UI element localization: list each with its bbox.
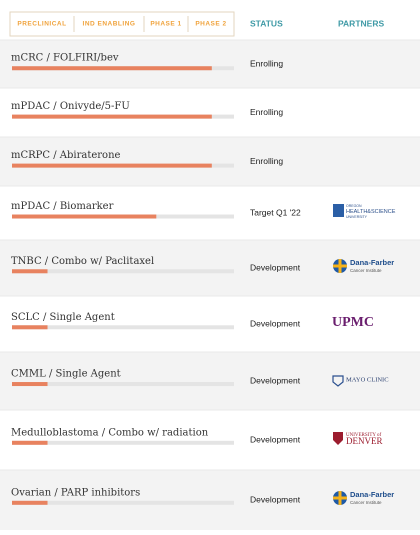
program-name: mCRPC / Abiraterone <box>11 150 121 161</box>
partner-name: OREGON <box>346 204 362 208</box>
row-background <box>0 40 420 88</box>
partner-name: Dana-Farber <box>350 490 394 499</box>
partner-name: UNIVERSITY of <box>346 433 382 438</box>
status: Development <box>250 262 301 272</box>
row-background <box>0 352 420 410</box>
row-background <box>0 137 420 186</box>
progress-track <box>12 440 234 445</box>
partners-header: PARTNERS <box>338 18 384 28</box>
progress-track <box>12 382 234 387</box>
logo-icon <box>333 432 343 445</box>
progress-bar <box>12 214 157 219</box>
progress-track <box>12 269 234 274</box>
partner-sub: Cancer Institute <box>350 268 382 273</box>
status: Development <box>250 494 301 504</box>
status-header: STATUS <box>250 18 283 28</box>
progress-bar <box>12 382 48 387</box>
progress-bar <box>12 440 48 445</box>
phase-tab: IND ENABLING <box>83 21 136 28</box>
partner-name: UNIVERSITY <box>346 215 368 219</box>
logo-icon <box>333 259 347 273</box>
status: Development <box>250 318 301 328</box>
progress-bar <box>12 269 48 274</box>
logo-icon <box>333 204 344 217</box>
partner-name: HEALTH&SCIENCE <box>346 209 396 215</box>
progress-bar <box>12 163 212 168</box>
phase-header-box <box>9 11 235 37</box>
progress-bar <box>12 66 212 71</box>
partner-name: Dana-Farber <box>350 258 394 267</box>
program-name: CMML / Single Agent <box>11 369 121 380</box>
partner-name: UPMC <box>332 315 374 330</box>
row-background <box>0 240 420 296</box>
program-name: mPDAC / Biomarker <box>11 201 114 212</box>
status: Development <box>250 434 301 444</box>
status: Enrolling <box>250 107 283 117</box>
phase-tab: PHASE 2 <box>195 21 226 28</box>
program-name: mPDAC / Onivyde/5-FU <box>11 101 130 112</box>
program-name: Medulloblastoma / Combo w/ radiation <box>11 427 209 438</box>
progress-track <box>12 325 234 330</box>
status: Target Q1 '22 <box>250 207 301 217</box>
progress-bar <box>12 500 48 505</box>
progress-track <box>12 500 234 505</box>
logo-icon <box>332 375 344 387</box>
status: Development <box>250 375 301 385</box>
phase-tab: PHASE 1 <box>150 21 181 28</box>
partner-name: DENVER <box>346 436 383 446</box>
partner-sub: Cancer Institute <box>350 500 382 505</box>
logo-icon <box>333 491 347 505</box>
partner-name: MAYO CLINIC <box>346 376 389 383</box>
status: Enrolling <box>250 58 283 68</box>
status: Enrolling <box>250 156 283 166</box>
program-name: TNBC / Combo w/ Paclitaxel <box>11 256 154 267</box>
program-name: SCLC / Single Agent <box>11 312 115 323</box>
phase-tab: PRECLINICAL <box>17 21 66 28</box>
progress-bar <box>12 114 212 119</box>
program-name: Ovarian / PARP inhibitors <box>11 487 140 498</box>
row-background <box>0 470 420 530</box>
program-name: mCRC / FOLFIRI/bev <box>11 53 119 64</box>
progress-bar <box>12 325 48 330</box>
